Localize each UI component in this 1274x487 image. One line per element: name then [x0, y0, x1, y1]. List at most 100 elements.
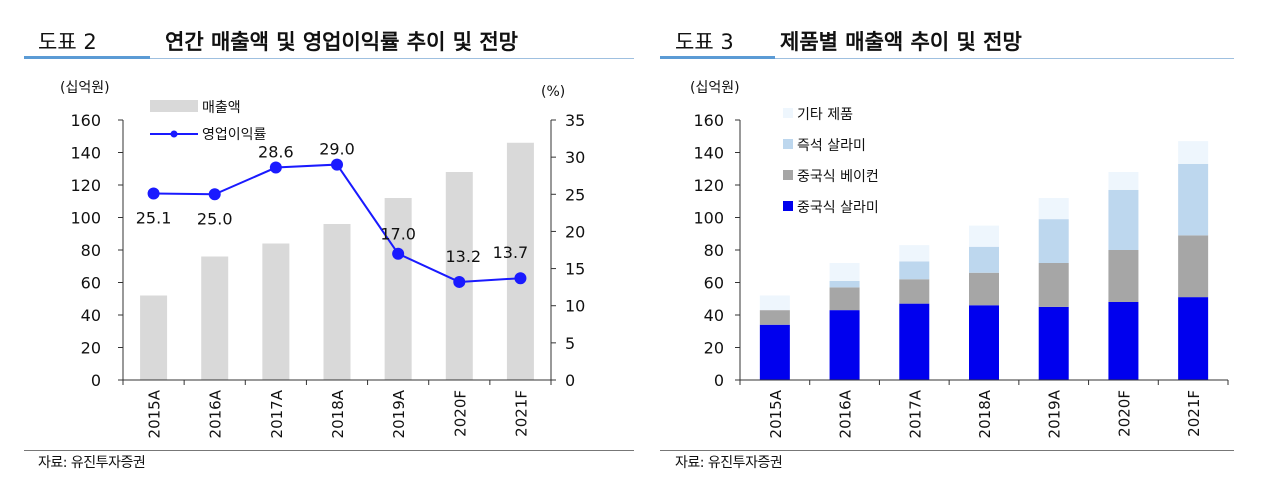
point-영업이익률-2021F: [514, 272, 527, 285]
bar-즉석-살라미-2017A: [899, 261, 930, 280]
x-tick-label-2015A: 2015A: [146, 389, 164, 438]
legend-swatch-중국식-베이컨: [783, 170, 793, 180]
x-tick-label-2021F: 2021F: [512, 390, 530, 437]
source-note: 자료: 유진투자증권: [675, 455, 783, 471]
bar-기타-제품-2015A: [759, 295, 790, 311]
x-tick-label-2019A: 2019A: [1046, 389, 1064, 438]
point-영업이익률-2015A: [147, 187, 160, 200]
sales-margin-chart: (십억원) (%) 0 20 40 60 80 100 120 140 160 0 5 10 15 20 25 3…: [60, 80, 585, 438]
y-tick-label-right: 5: [565, 334, 575, 353]
bar-중국식-베이컨-2018A: [969, 272, 999, 306]
legend-label-매출액: 매출액: [202, 100, 241, 116]
bar-중국식-베이컨-2019A: [1038, 263, 1069, 307]
footer-rule: [660, 450, 1234, 451]
bar-중국식-베이컨-2021F: [1178, 235, 1209, 298]
bar-기타-제품-2021F: [1178, 141, 1209, 164]
bar-중국식-살라미-2018A: [969, 305, 999, 380]
bar-매출액-2017A: [262, 243, 290, 380]
point-영업이익률-2017A: [269, 161, 282, 174]
header-accent-rule: [24, 56, 150, 59]
x-tick-label-2017A: 2017A: [268, 389, 286, 438]
y-tick-label-left: 80: [81, 241, 101, 260]
figure-number: 도표 3: [675, 30, 734, 54]
chart-title: 제품별 매출액 추이 및 전망: [780, 30, 1022, 54]
data-label-2015A: 25.1: [136, 209, 172, 228]
bar-즉석-살라미-2021F: [1178, 163, 1209, 236]
y-tick-label: 160: [693, 111, 724, 130]
bar-즉석-살라미-2018A: [969, 246, 999, 273]
y-tick-label-left: 140: [70, 144, 101, 163]
bar-매출액-2021F: [506, 142, 534, 380]
legend-label-중국식-살라미: 중국식 살라미: [797, 200, 879, 216]
legend-label-영업이익률: 영업이익률: [202, 127, 267, 143]
y-axis-unit-left: (십억원): [690, 80, 740, 96]
bar-즉석-살라미-2016A: [829, 280, 860, 288]
data-label-2021F: 13.7: [493, 243, 529, 262]
panel-header: 도표 2 연간 매출액 및 영업이익률 추이 및 전망: [0, 22, 640, 59]
header-rule: [775, 58, 1234, 59]
legend-label-기타-제품: 기타 제품: [797, 107, 853, 123]
bar-중국식-베이컨-2017A: [899, 279, 930, 304]
bar-매출액-2018A: [323, 224, 351, 380]
y-tick-label-left: 60: [81, 274, 101, 293]
bar-기타-제품-2018A: [969, 225, 999, 247]
y-tick-label-left: 100: [70, 209, 101, 228]
point-영업이익률-2020F: [453, 275, 466, 288]
y-axis-unit-right: (%): [541, 84, 565, 100]
bar-중국식-베이컨-2016A: [829, 287, 860, 311]
legend-swatch-중국식-살라미: [783, 201, 793, 211]
data-label-2020F: 13.2: [445, 247, 481, 266]
y-tick-label-right: 30: [565, 148, 585, 167]
legend-swatch-매출액: [150, 100, 198, 112]
header-accent-rule: [660, 56, 775, 59]
y-tick-label-left: 20: [81, 339, 101, 358]
bar-매출액-2019A: [384, 198, 412, 380]
y-tick-label: 40: [704, 306, 724, 325]
y-tick-label: 120: [693, 176, 724, 195]
bar-기타-제품-2016A: [829, 263, 860, 281]
legend-marker-영업이익률: [170, 130, 178, 138]
y-tick-label-right: 10: [565, 297, 585, 316]
y-tick-label-right: 15: [565, 260, 585, 279]
footer-rule: [24, 450, 634, 451]
legend-swatch-즉석-살라미: [783, 139, 793, 149]
x-tick-label-2021F: 2021F: [1185, 390, 1203, 437]
data-label-2019A: 17.0: [380, 225, 416, 244]
bar-중국식-살라미-2019A: [1038, 306, 1069, 380]
bar-중국식-살라미-2015A: [759, 324, 790, 380]
bar-매출액-2015A: [140, 295, 168, 380]
source-note: 자료: 유진투자증권: [38, 455, 146, 471]
y-tick-label-right: 25: [565, 185, 585, 204]
y-tick-label-left: 160: [70, 111, 101, 130]
data-label-2017A: 28.6: [258, 143, 294, 162]
bar-중국식-살라미-2017A: [899, 303, 930, 380]
x-tick-label-2015A: 2015A: [767, 389, 785, 438]
header-rule: [150, 58, 634, 59]
x-tick-label-2019A: 2019A: [390, 389, 408, 438]
data-label-2016A: 25.0: [197, 209, 233, 228]
y-tick-label: 80: [704, 241, 724, 260]
y-tick-label-left: 120: [70, 176, 101, 195]
x-tick-label-2020F: 2020F: [451, 390, 469, 437]
legend-label-중국식-베이컨: 중국식 베이컨: [797, 169, 879, 185]
data-label-2018A: 29.0: [319, 140, 355, 159]
y-tick-label-right: 0: [565, 371, 575, 390]
chart-panel-product-sales: 도표 3 제품별 매출액 추이 및 전망 (십억원) 0 20 40 60 80 100 12…: [660, 0, 1274, 487]
bar-중국식-살라미-2016A: [829, 310, 860, 380]
bar-중국식-베이컨-2020F: [1108, 250, 1139, 302]
legend-swatch-기타-제품: [783, 108, 793, 118]
x-tick-label-2018A: 2018A: [976, 389, 994, 438]
bar-중국식-살라미-2020F: [1108, 302, 1139, 380]
y-tick-label-right: 20: [565, 222, 585, 241]
x-tick-label-2016A: 2016A: [837, 389, 855, 438]
x-tick-label-2017A: 2017A: [906, 389, 924, 438]
bar-기타-제품-2019A: [1038, 198, 1069, 220]
bar-중국식-베이컨-2015A: [759, 310, 790, 325]
chart-title: 연간 매출액 및 영업이익률 추이 및 전망: [165, 30, 518, 54]
y-tick-label: 60: [704, 274, 724, 293]
y-tick-label-left: 0: [91, 371, 101, 390]
y-tick-label-left: 40: [81, 306, 101, 325]
y-tick-label-right: 35: [565, 111, 585, 130]
bar-즉석-살라미-2019A: [1038, 219, 1069, 263]
x-tick-label-2016A: 2016A: [207, 389, 225, 438]
